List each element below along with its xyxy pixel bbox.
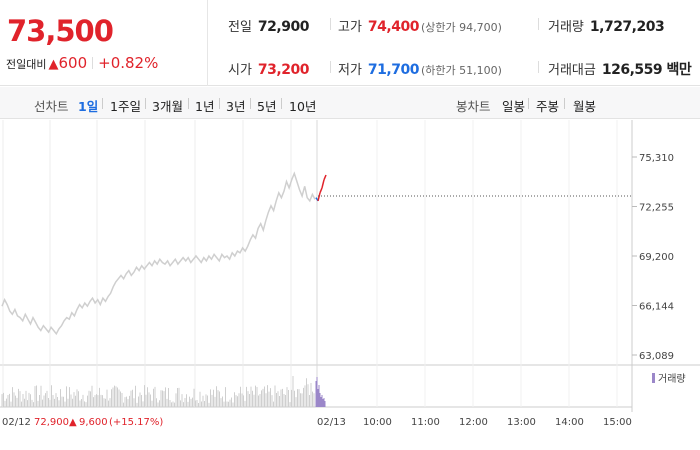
upper-limit: (상한가 94,700) [420, 21, 502, 34]
footer-percent: (+15.17%) [109, 417, 163, 428]
divider [92, 57, 94, 69]
divider [188, 98, 189, 109]
low-value: 71,700 [367, 62, 420, 78]
tab-3months[interactable]: 3개월 [152, 99, 183, 114]
change-label: 전일대비 [6, 58, 47, 71]
price-summary: 73,500 전일대비 ▲600 +0.82% 전일 72,900 고가 74,400(… [0, 0, 700, 86]
chart-period-tabs: 선차트 1일 1주일 3개월 1년 3년 5년 10년 봉차트 일봉 주봉 월봉 [0, 87, 700, 119]
price-change-row: 전일대비 ▲600 +0.82% [6, 54, 158, 72]
y-tick-label: 66,144 [639, 302, 674, 313]
x-tick-label: 13:00 [507, 417, 536, 428]
open-label: 시가 [228, 63, 252, 78]
tab-monthly-candle[interactable]: 월봉 [573, 99, 597, 114]
intraday-price-chart: 75,310 72,255 69,200 66,144 63,089 02/13 10:0… [0, 120, 700, 428]
change-amount: 600 [58, 54, 88, 72]
y-tick-label: 63,089 [639, 351, 674, 362]
chart-footer: 02/12 72,900 ▲ 9,600 (+15.17%) [2, 417, 163, 428]
volume-value: 1,727,203 [589, 19, 665, 35]
x-tick-label: 14:00 [555, 417, 584, 428]
divider [250, 98, 251, 109]
trade-amount-label: 거래대금 [548, 63, 596, 78]
x-tick-label: 15:00 [603, 417, 632, 428]
divider [538, 61, 539, 73]
low-stat: 저가 71,700 (하한가 51,100) [338, 59, 502, 78]
open-stat: 시가 73,200 [228, 59, 309, 78]
tab-1day[interactable]: 1일 [78, 99, 99, 114]
today-series-segment [317, 192, 321, 202]
y-tick-label: 72,255 [639, 202, 674, 213]
lower-limit: (하한가 51,100) [420, 64, 502, 77]
divider [564, 98, 565, 109]
prev-close-stat: 전일 72,900 [228, 16, 309, 35]
tab-5years[interactable]: 5년 [257, 99, 277, 114]
divider [102, 98, 103, 109]
triangle-up-icon: ▲ [48, 57, 59, 72]
candle-chart-label: 봉차트 [456, 99, 491, 114]
divider [528, 98, 529, 109]
current-price: 73,500 [7, 14, 114, 48]
tab-3years[interactable]: 3년 [226, 99, 246, 114]
footer-price: 72,900 [34, 417, 69, 428]
prev-day-price-line [1, 171, 316, 336]
x-tick-label: 02/13 [317, 417, 346, 428]
footer-date: 02/12 [2, 417, 31, 428]
triangle-up-icon: ▲ [69, 417, 77, 428]
divider [219, 98, 220, 109]
high-stat: 고가 74,400 (상한가 94,700) [338, 16, 502, 35]
volume-bars [1, 375, 326, 407]
today-price-line [315, 174, 327, 202]
prev-day-series [1, 171, 316, 336]
today-series-segment [319, 187, 323, 194]
volume-label: 거래량 [548, 20, 584, 35]
prev-close-label: 전일 [228, 20, 252, 35]
tab-1week[interactable]: 1주일 [110, 99, 141, 114]
today-series-segment [323, 174, 327, 181]
prev-close-value: 72,900 [257, 19, 310, 35]
change-percent: +0.82% [98, 54, 159, 72]
chart-grid [0, 120, 700, 412]
volume-legend-label: 거래량 [658, 373, 686, 385]
tab-daily-candle[interactable]: 일봉 [502, 99, 526, 114]
divider [281, 98, 282, 109]
tab-weekly-candle[interactable]: 주봉 [536, 99, 560, 114]
low-label: 저가 [338, 63, 362, 78]
divider [330, 18, 331, 30]
trade-amount-stat: 거래대금 126,559 백만 [548, 59, 692, 79]
y-axis-labels: 75,310 72,255 69,200 66,144 63,089 [632, 153, 674, 362]
tab-10years[interactable]: 10년 [289, 99, 317, 114]
x-tick-label: 10:00 [363, 417, 392, 428]
current-price-box: 73,500 전일대비 ▲600 +0.82% [0, 0, 208, 86]
divider [145, 98, 146, 109]
tab-1year[interactable]: 1년 [195, 99, 215, 114]
line-chart-label: 선차트 [34, 99, 69, 114]
high-label: 고가 [338, 20, 362, 35]
volume-stat: 거래량 1,727,203 [548, 16, 665, 35]
today-series-segment [321, 179, 325, 189]
divider [330, 61, 331, 73]
x-tick-label: 11:00 [411, 417, 440, 428]
high-value: 74,400 [367, 19, 420, 35]
divider [538, 18, 539, 30]
volume-legend: 거래량 [652, 373, 686, 385]
x-axis-labels: 02/13 10:00 11:00 12:00 13:00 14:00 15:00 [317, 417, 632, 428]
y-tick-label: 69,200 [639, 252, 674, 263]
y-tick-label: 75,310 [639, 153, 674, 164]
footer-change: 9,600 [79, 417, 108, 428]
open-value: 73,200 [257, 62, 310, 78]
trade-amount-value: 126,559 백만 [601, 62, 692, 78]
volume-legend-swatch [652, 373, 655, 383]
x-tick-label: 12:00 [459, 417, 488, 428]
